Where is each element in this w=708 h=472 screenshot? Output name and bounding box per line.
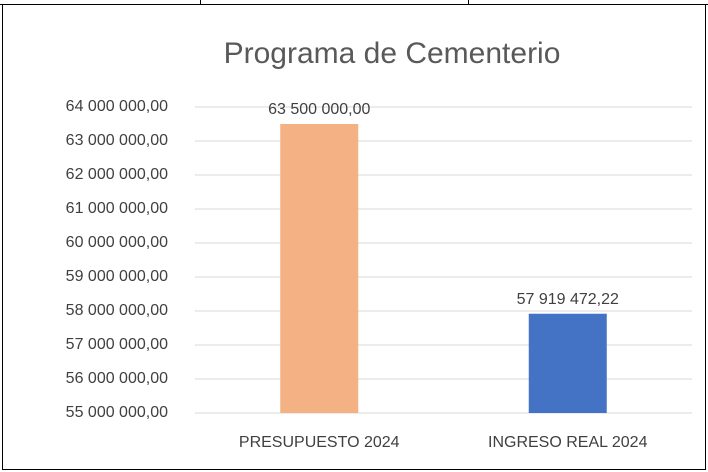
y-tick-label: 63 000 000,00 bbox=[66, 132, 168, 149]
bar bbox=[528, 313, 607, 413]
y-tick-label: 61 000 000,00 bbox=[66, 200, 168, 217]
bar bbox=[280, 124, 359, 413]
data-label: 57 919 472,22 bbox=[517, 291, 619, 308]
y-tick-label: 62 000 000,00 bbox=[66, 166, 168, 183]
chart-title: Programa de Cementerio bbox=[224, 37, 561, 70]
y-tick-label: 60 000 000,00 bbox=[66, 234, 168, 251]
y-tick-label: 55 000 000,00 bbox=[66, 404, 168, 421]
y-tick-label: 56 000 000,00 bbox=[66, 370, 168, 387]
y-tick-label: 64 000 000,00 bbox=[66, 98, 168, 115]
x-tick-label: INGRESO REAL 2024 bbox=[488, 434, 648, 451]
y-tick-label: 58 000 000,00 bbox=[66, 302, 168, 319]
y-tick-label: 59 000 000,00 bbox=[66, 268, 168, 285]
x-tick-label: PRESUPUESTO 2024 bbox=[239, 434, 400, 451]
y-tick-label: 57 000 000,00 bbox=[66, 336, 168, 353]
data-label: 63 500 000,00 bbox=[268, 101, 370, 118]
